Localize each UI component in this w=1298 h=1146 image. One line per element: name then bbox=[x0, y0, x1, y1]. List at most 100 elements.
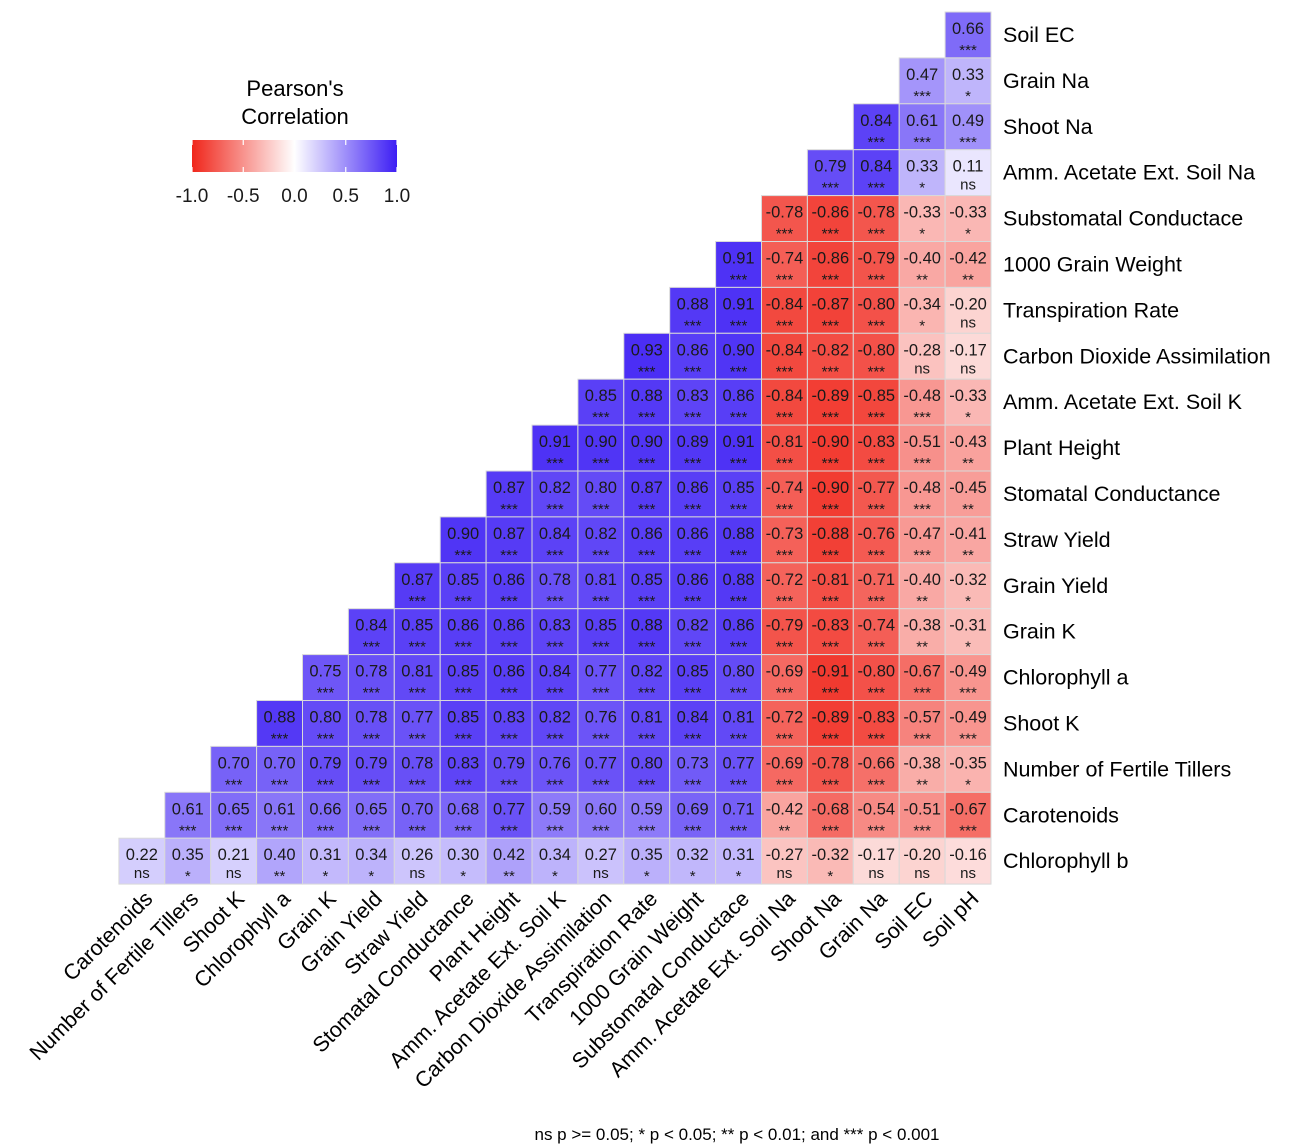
cell-fill bbox=[439, 608, 487, 656]
heatmap-cell: -0.51 *** bbox=[898, 424, 946, 472]
cell-significance-label: *** bbox=[363, 731, 381, 748]
heatmap-cell: -0.90 *** bbox=[806, 424, 854, 472]
cell-fill bbox=[715, 332, 762, 380]
cell-significance-label: *** bbox=[730, 547, 748, 564]
cell-significance-label: ** bbox=[962, 272, 974, 289]
cell-fill bbox=[302, 700, 349, 747]
cell-value-label: 0.86 bbox=[447, 617, 479, 635]
heatmap-cell: 0.82 *** bbox=[623, 654, 671, 702]
cell-value-label: -0.80 bbox=[857, 295, 895, 313]
cell-fill bbox=[852, 791, 900, 839]
cell-value-label: -0.85 bbox=[857, 387, 895, 405]
cell-value-label: -0.51 bbox=[903, 800, 941, 818]
cell-value-label: 0.85 bbox=[447, 663, 479, 681]
cell-fill bbox=[577, 654, 625, 701]
cell-fill bbox=[715, 791, 762, 839]
heatmap-cell: 0.81 *** bbox=[623, 700, 671, 748]
legend-title-line-1: Pearson's bbox=[246, 76, 343, 101]
cell-fill bbox=[898, 745, 946, 793]
heatmap-cell: 0.88 *** bbox=[715, 562, 762, 610]
cell-significance-label: *** bbox=[959, 134, 977, 151]
cell-value-label: -0.72 bbox=[766, 571, 804, 589]
heatmap-cell: 0.76 *** bbox=[531, 745, 579, 793]
heatmap-cell: -0.33 * bbox=[898, 195, 946, 243]
cell-fill bbox=[761, 378, 808, 426]
heatmap-cell: -0.81 *** bbox=[806, 562, 854, 610]
cell-significance-label: *** bbox=[867, 822, 885, 839]
cell-significance-label: *** bbox=[867, 134, 885, 151]
cell-value-label: -0.16 bbox=[949, 846, 987, 864]
cell-fill bbox=[347, 837, 395, 885]
heatmap-cell: 0.34 * bbox=[531, 837, 579, 885]
cell-significance-label: ** bbox=[916, 776, 928, 793]
cell-value-label: -0.73 bbox=[766, 525, 804, 543]
cell-significance-label: *** bbox=[546, 547, 564, 564]
cell-significance-label: *** bbox=[913, 547, 931, 564]
cell-fill bbox=[852, 378, 900, 426]
heatmap-cell: -0.47 *** bbox=[898, 516, 946, 564]
cell-value-label: 0.60 bbox=[585, 800, 617, 818]
cell-significance-label: *** bbox=[730, 272, 748, 289]
cell-significance-label: *** bbox=[822, 272, 840, 289]
cell-fill bbox=[806, 149, 854, 197]
cell-significance-label: *** bbox=[730, 455, 748, 472]
cell-significance-label: *** bbox=[500, 501, 518, 518]
cell-value-label: 0.88 bbox=[263, 709, 295, 727]
row-label: Grain K bbox=[1003, 620, 1077, 644]
cell-fill bbox=[577, 700, 625, 747]
cell-fill bbox=[715, 378, 762, 426]
cell-value-label: 0.78 bbox=[401, 754, 433, 772]
heatmap-cell: 0.91 *** bbox=[715, 286, 762, 334]
cell-value-label: -0.48 bbox=[903, 387, 941, 405]
cell-fill bbox=[852, 516, 900, 564]
heatmap-cell: 0.85 *** bbox=[439, 654, 487, 702]
heatmap-cell: 0.78 *** bbox=[531, 562, 579, 610]
cell-value-label: 0.49 bbox=[952, 112, 984, 130]
cell-value-label: -0.41 bbox=[949, 525, 987, 543]
heatmap-cell: 0.87 *** bbox=[485, 470, 533, 518]
heatmap-cell: 0.31 * bbox=[715, 837, 762, 885]
heatmap-cell: -0.80 *** bbox=[852, 332, 900, 380]
cell-value-label: 0.21 bbox=[218, 846, 250, 864]
cell-fill bbox=[944, 241, 992, 288]
cell-significance-label: *** bbox=[822, 547, 840, 564]
cell-fill bbox=[761, 195, 808, 243]
cell-value-label: 0.59 bbox=[539, 800, 571, 818]
cell-significance-label: *** bbox=[822, 776, 840, 793]
cell-value-label: 0.82 bbox=[539, 709, 571, 727]
cell-value-label: -0.76 bbox=[857, 525, 895, 543]
cell-value-label: 0.73 bbox=[677, 754, 709, 772]
row-label: Shoot Na bbox=[1003, 115, 1093, 139]
cell-fill bbox=[256, 745, 304, 793]
heatmap-cell: 0.88 *** bbox=[623, 378, 671, 426]
cell-significance-label: * bbox=[965, 409, 971, 426]
cell-value-label: 0.86 bbox=[677, 571, 709, 589]
cell-value-label: -0.49 bbox=[949, 709, 987, 727]
cell-value-label: -0.83 bbox=[857, 433, 895, 451]
row-label: Plant Height bbox=[1003, 436, 1120, 460]
cell-fill bbox=[944, 424, 992, 472]
cell-value-label: 0.85 bbox=[585, 387, 617, 405]
cell-significance-label: *** bbox=[776, 593, 794, 610]
cell-value-label: 0.80 bbox=[309, 709, 341, 727]
heatmap-cell: 0.86 *** bbox=[715, 378, 762, 426]
cell-significance-label: *** bbox=[867, 547, 885, 564]
heatmap-cell: 0.33 * bbox=[898, 149, 946, 197]
cell-value-label: 0.88 bbox=[631, 387, 663, 405]
cell-value-label: -0.38 bbox=[903, 754, 941, 772]
cell-value-label: 0.86 bbox=[493, 617, 525, 635]
heatmap-cell: 0.84 *** bbox=[531, 654, 579, 702]
cell-fill bbox=[715, 241, 762, 288]
cell-fill bbox=[531, 745, 579, 793]
cell-value-label: 0.81 bbox=[722, 709, 754, 727]
cell-significance-label: *** bbox=[822, 409, 840, 426]
cell-significance-label: *** bbox=[546, 685, 564, 702]
cell-value-label: 0.91 bbox=[539, 433, 571, 451]
cell-significance-label: * bbox=[919, 317, 925, 334]
heatmap-cell: -0.49 *** bbox=[944, 700, 992, 748]
cell-value-label: 0.83 bbox=[493, 709, 525, 727]
cell-value-label: 0.76 bbox=[585, 709, 617, 727]
